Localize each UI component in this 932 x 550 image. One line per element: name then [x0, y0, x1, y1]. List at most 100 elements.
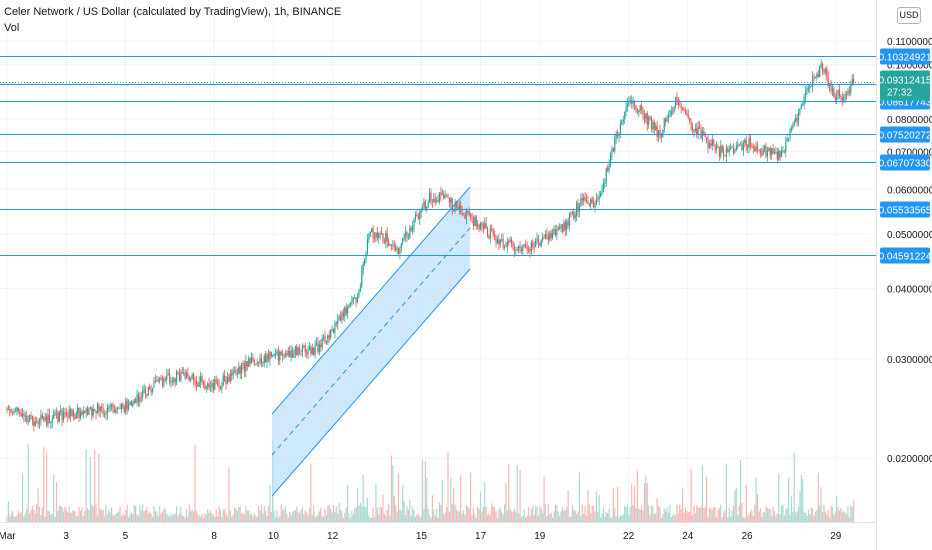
candle-body — [758, 149, 760, 151]
candle-body — [502, 238, 504, 248]
candle-body — [396, 248, 398, 251]
candle-body — [844, 93, 846, 98]
candle-body — [406, 232, 408, 238]
candle-body — [698, 126, 701, 129]
volume-bar — [344, 512, 346, 522]
channel-fill[interactable] — [272, 187, 470, 496]
volume-bar — [672, 515, 674, 522]
volume-bar — [266, 516, 268, 522]
volume-bar — [618, 517, 620, 522]
candle-body — [847, 90, 849, 96]
volume-bar — [43, 447, 45, 522]
volume-bar — [525, 517, 527, 522]
candle-body — [43, 418, 45, 420]
candle-body — [30, 414, 32, 416]
volume-bar — [804, 512, 807, 522]
volume-bar — [649, 514, 651, 522]
volume-bar — [503, 504, 506, 522]
channel-upper-line[interactable] — [271, 186, 471, 415]
volume-bar — [248, 510, 250, 522]
volume-bar — [325, 514, 328, 522]
volume-bar — [105, 504, 107, 522]
volume-bar — [420, 516, 422, 522]
volume-bar — [522, 515, 524, 522]
volume-bar — [249, 514, 251, 522]
candle-body — [64, 412, 66, 414]
candle-body — [642, 110, 644, 116]
volume-bar — [410, 515, 412, 522]
volume-bar — [228, 467, 230, 522]
volume-bar — [372, 508, 374, 522]
volume-bar — [290, 515, 292, 522]
candle-body — [765, 145, 767, 157]
candle-body — [549, 232, 551, 240]
volume-bar — [451, 504, 453, 522]
candle-body — [429, 192, 431, 203]
volume-bar — [758, 511, 760, 522]
channel-lower-line[interactable] — [271, 268, 471, 497]
candle-body — [256, 362, 258, 364]
candle-body — [655, 126, 657, 130]
candle-body — [308, 346, 311, 350]
candle-body — [403, 236, 405, 239]
candle-body — [831, 88, 834, 91]
candle-body — [371, 228, 373, 232]
candle-body — [804, 91, 807, 98]
candle-body — [607, 168, 609, 171]
candle-body — [236, 373, 238, 375]
candle-body — [711, 139, 713, 146]
candle-body — [402, 238, 404, 244]
candle-body — [119, 407, 121, 410]
candle-body — [633, 101, 636, 106]
currency-button[interactable]: USD — [897, 7, 921, 24]
volume-bar — [481, 512, 483, 522]
candle-body — [478, 224, 480, 230]
volume-bar — [283, 509, 285, 522]
volume-bar — [180, 506, 182, 522]
volume-bar — [755, 478, 757, 522]
volume-bar — [445, 506, 448, 522]
volume-bar — [235, 508, 237, 522]
candle-body — [78, 407, 80, 418]
volume-bar — [624, 505, 626, 522]
volume-bar — [429, 514, 431, 522]
volume-bar — [255, 515, 257, 522]
candle-body — [560, 224, 562, 229]
candle-body — [725, 148, 728, 157]
volume-bar — [147, 513, 149, 522]
volume-bar — [494, 506, 496, 522]
volume-bar — [304, 510, 306, 522]
volume-label: Vol — [4, 22, 20, 34]
countdown-label: 27:32 — [887, 88, 912, 99]
volume-bar — [814, 511, 817, 522]
x-tick-label: 10 — [268, 531, 280, 542]
candle-body — [597, 198, 599, 200]
volume-bar — [74, 511, 76, 522]
volume-bar — [385, 515, 387, 522]
volume-bar — [468, 508, 470, 522]
volume-bar — [207, 509, 209, 522]
candle-body — [747, 145, 749, 148]
volume-bar — [666, 507, 668, 522]
candle-body — [583, 197, 585, 201]
x-tick-label: 8 — [211, 531, 217, 542]
candle-body — [82, 410, 84, 415]
candle-body — [445, 195, 448, 197]
volume-bar — [221, 517, 223, 522]
candle-body — [619, 124, 622, 133]
candle-body — [36, 421, 38, 423]
candle-body — [60, 410, 62, 412]
volume-bar — [101, 510, 103, 522]
volume-bar — [208, 512, 210, 522]
volume-bar — [638, 508, 640, 522]
volume-bar — [475, 517, 477, 522]
volume-bar — [308, 507, 311, 522]
level-badge-label: 0.10324921 — [879, 53, 932, 64]
volume-bar — [65, 509, 67, 522]
candle-body — [139, 397, 141, 403]
candle-body — [290, 350, 292, 358]
volume-bar — [437, 517, 439, 522]
candle-body — [17, 407, 19, 412]
